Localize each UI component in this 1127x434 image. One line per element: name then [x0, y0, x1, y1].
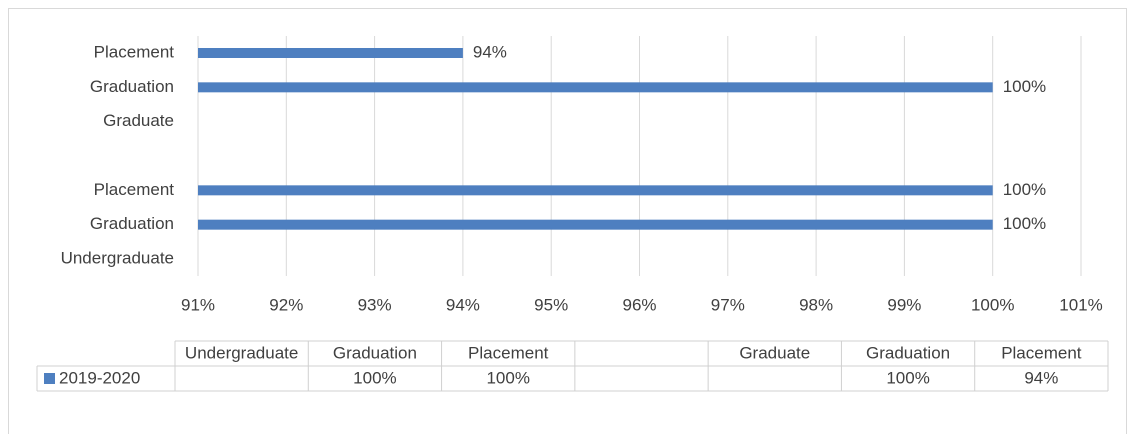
table-value: 100%: [886, 368, 929, 387]
value-label: 100%: [1003, 214, 1046, 233]
table-header: Placement: [1001, 343, 1082, 362]
x-tick-label: 98%: [799, 295, 833, 314]
table-value: 100%: [486, 368, 529, 387]
bar: [198, 82, 993, 93]
bar: [198, 219, 993, 230]
x-tick-label: 99%: [887, 295, 921, 314]
table-value: 100%: [353, 368, 396, 387]
x-tick-label: 96%: [622, 295, 656, 314]
y-tick-label: Placement: [94, 42, 175, 61]
y-tick-label: Undergraduate: [61, 248, 174, 267]
value-label: 100%: [1003, 180, 1046, 199]
x-tick-label: 101%: [1059, 295, 1102, 314]
x-tick-label: 93%: [358, 295, 392, 314]
y-tick-label: Graduation: [90, 214, 174, 233]
table-header: Graduation: [866, 343, 950, 362]
bar: [198, 48, 463, 58]
y-tick-label: Graduation: [90, 77, 174, 96]
x-tick-label: 97%: [711, 295, 745, 314]
table-value: 94%: [1024, 368, 1058, 387]
value-label: 100%: [1003, 77, 1046, 96]
table-header: Graduate: [739, 343, 810, 362]
table-header: Graduation: [333, 343, 417, 362]
value-label: 94%: [473, 42, 507, 61]
table-header: Undergraduate: [185, 343, 298, 362]
x-tick-label: 100%: [971, 295, 1014, 314]
legend-label: 2019-2020: [59, 368, 140, 387]
x-tick-label: 91%: [181, 295, 215, 314]
legend-swatch: [44, 373, 55, 384]
table-header: Placement: [468, 343, 549, 362]
bar: [198, 185, 993, 196]
y-tick-label: Placement: [94, 180, 175, 199]
x-tick-label: 94%: [446, 295, 480, 314]
y-tick-label: Graduate: [103, 111, 174, 130]
x-tick-label: 95%: [534, 295, 568, 314]
x-tick-label: 92%: [269, 295, 303, 314]
